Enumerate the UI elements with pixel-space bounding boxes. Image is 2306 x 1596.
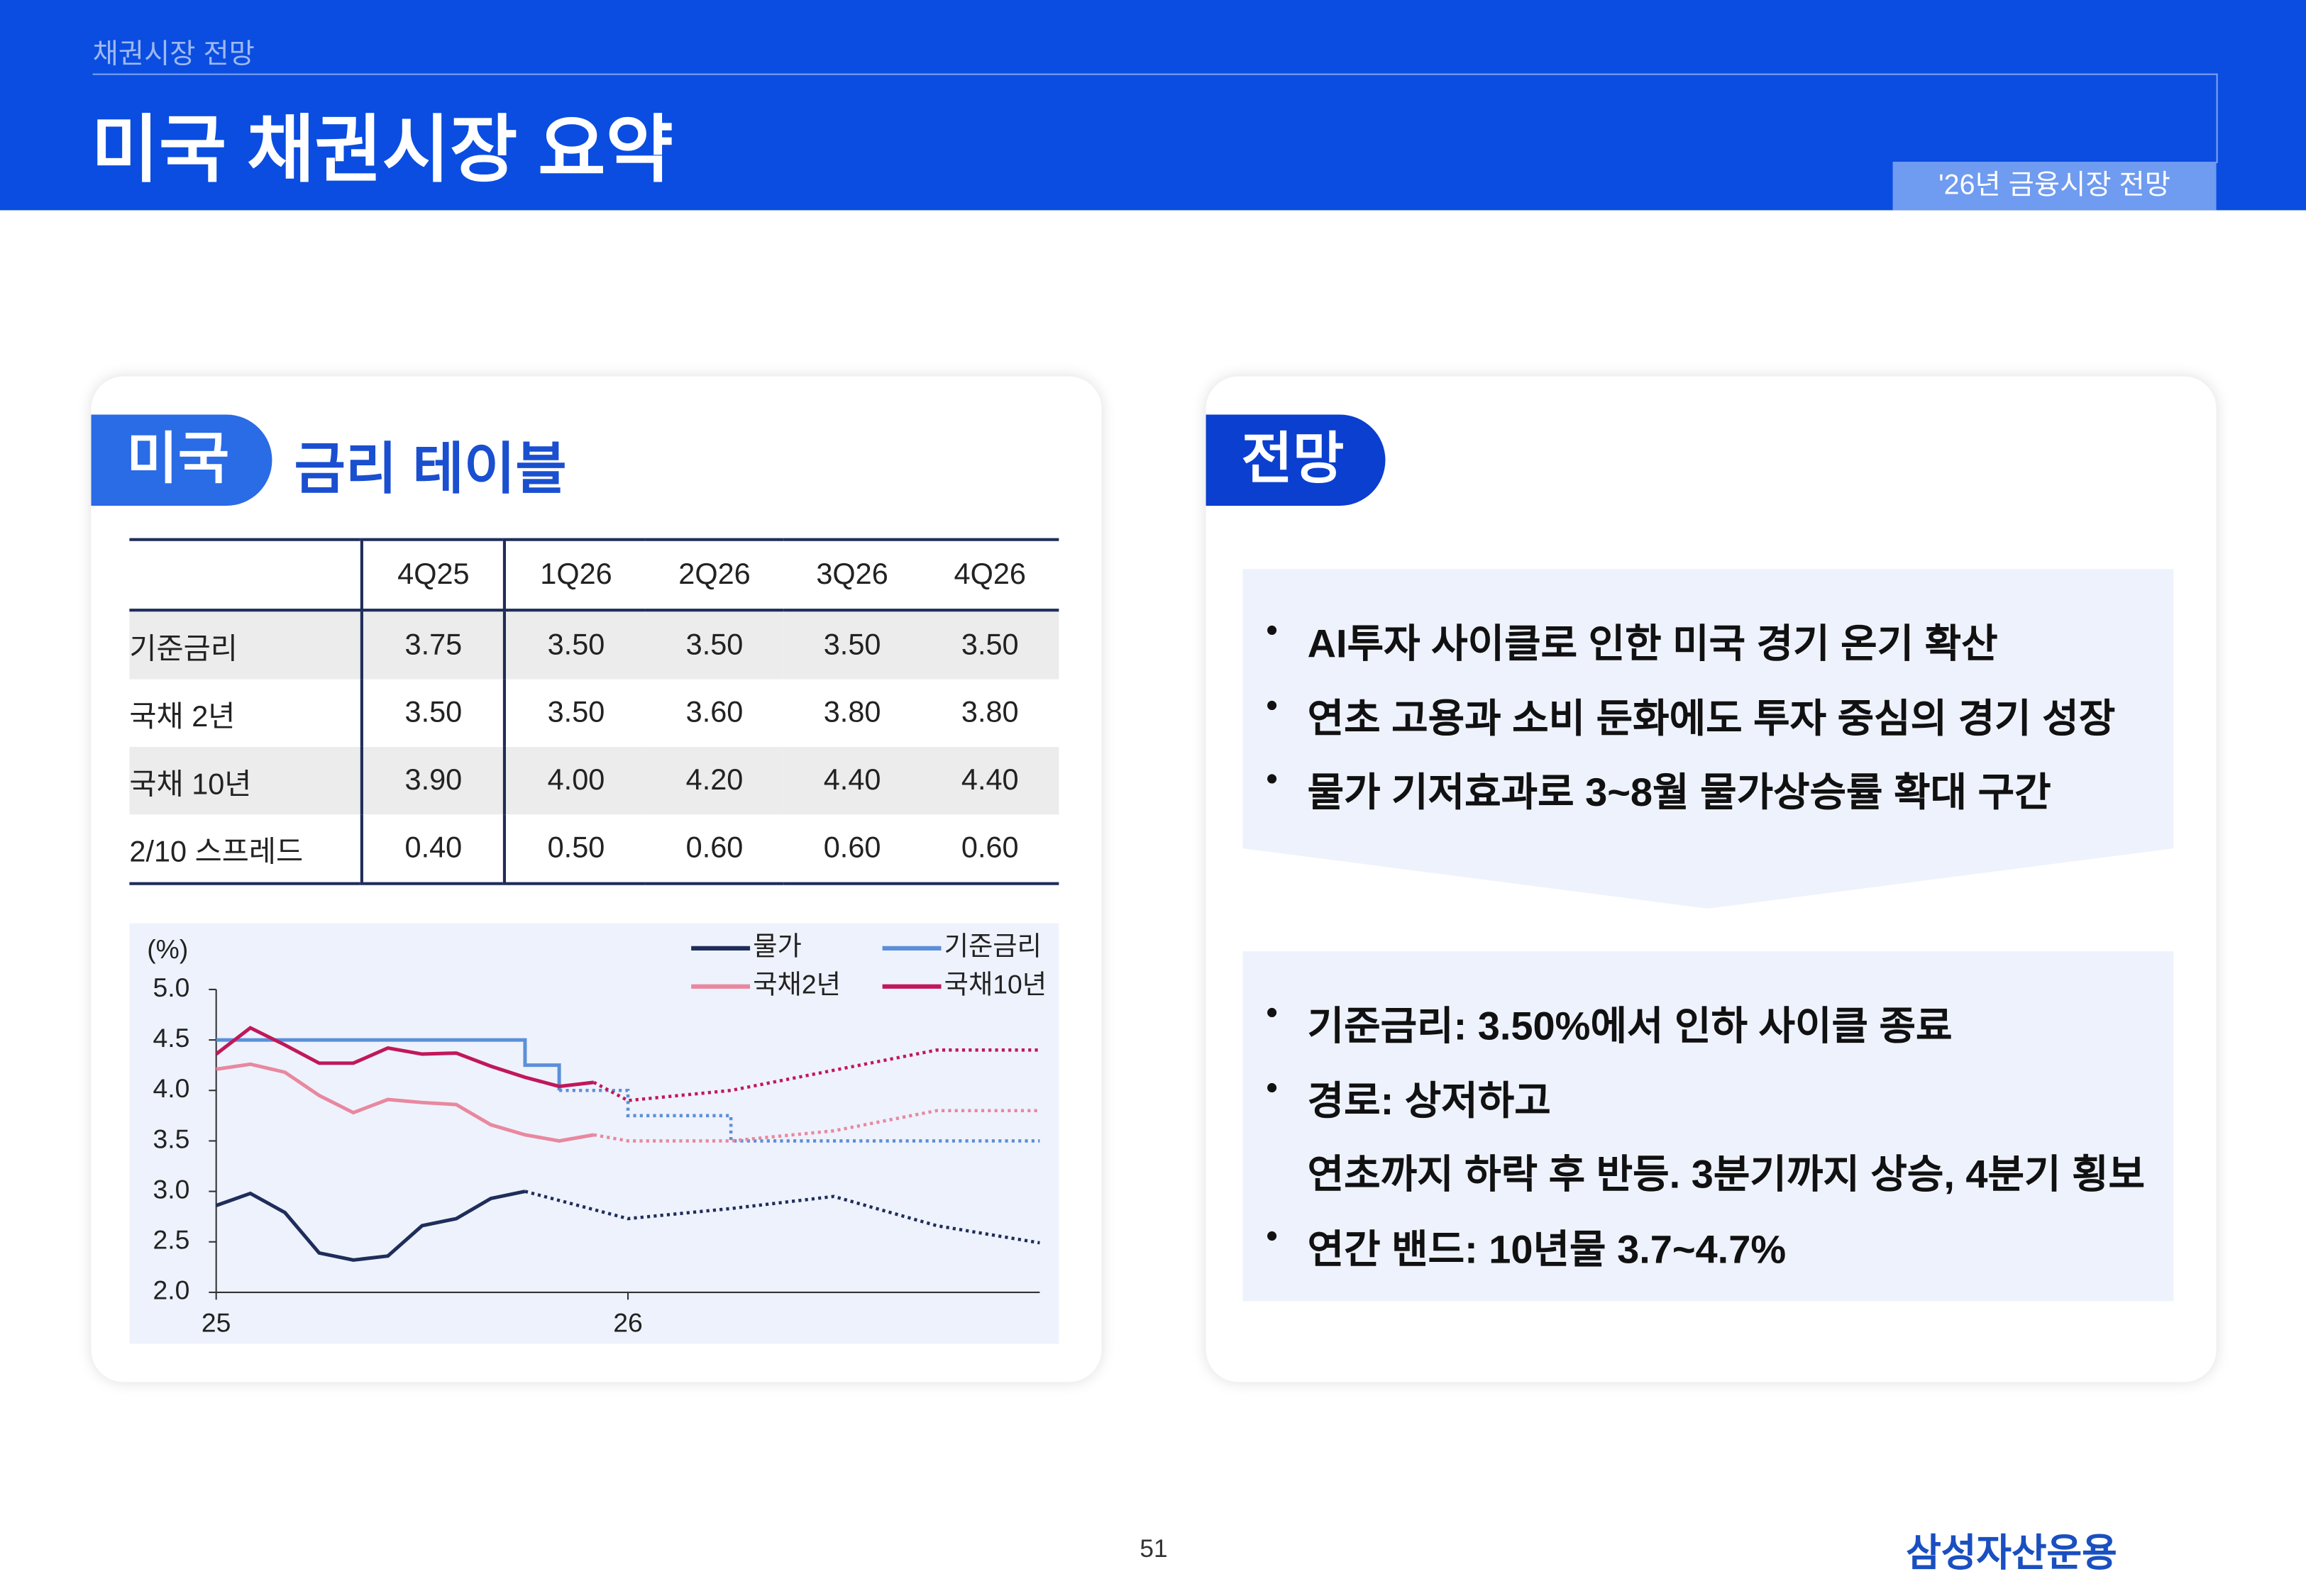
table-cell: 3.80 bbox=[823, 696, 881, 729]
y-tick-label: 3.5 bbox=[153, 1124, 190, 1153]
series-line bbox=[215, 1190, 526, 1262]
row-label: 기준금리 bbox=[129, 610, 363, 680]
legend-label: 국채2년 bbox=[753, 970, 841, 999]
table-cell: 3.50 bbox=[645, 610, 784, 680]
y-tick-label: 4.0 bbox=[153, 1073, 190, 1103]
card-title: 금리 테이블 bbox=[294, 439, 567, 501]
detail-sub: 연초까지 하락 후 반등. 3분기까지 상승, 4분기 횡보 bbox=[1307, 1152, 2146, 1197]
brand: 삼성자산운용 bbox=[1906, 1530, 2117, 1575]
y-tick-label: 3.0 bbox=[153, 1174, 190, 1204]
table-cell: 3.50 bbox=[921, 610, 1059, 680]
column-header: 1Q26 bbox=[504, 539, 646, 612]
table-cell: 3.80 bbox=[961, 696, 1019, 729]
summary-item: AI투자 사이클로 인한 미국 경기 온기 확산 bbox=[1267, 611, 1998, 669]
table-cell: 0.60 bbox=[961, 831, 1019, 864]
table-cell: 3.75 bbox=[361, 610, 507, 680]
table-cell: 3.60 bbox=[685, 696, 744, 729]
table-cell: 4.20 bbox=[645, 746, 784, 815]
table-cell: 3.50 bbox=[783, 610, 922, 680]
summary-item: 물가 기저효과로 3~8월 물가상승률 확대 구간 bbox=[1267, 760, 2051, 818]
header-tag: '26년 금융시장 전망 bbox=[1892, 161, 2217, 211]
table-cell: 0.60 bbox=[823, 831, 881, 864]
series-line bbox=[216, 1038, 561, 1091]
series-line bbox=[216, 1062, 595, 1143]
forecast-line bbox=[559, 1088, 1040, 1143]
table-row: 2/10 스프레드 0.40 0.50 0.60 0.60 0.60 bbox=[129, 814, 1059, 884]
section-label: 채권시장 전망 bbox=[92, 39, 255, 71]
summary-item: 연초 고용과 소비 둔화에도 투자 중심의 경기 성장 bbox=[1267, 686, 2116, 743]
table-row: 기준금리 3.75 3.50 3.50 3.50 3.50 bbox=[129, 610, 1059, 680]
header-row: 4Q25 1Q26 2Q26 3Q26 4Q26 bbox=[129, 539, 1059, 612]
forecast-line bbox=[593, 1109, 1040, 1143]
row-label: 국채 2년 bbox=[129, 679, 363, 747]
legend-label: 국채10년 bbox=[944, 970, 1047, 999]
y-tick-label: 2.5 bbox=[153, 1225, 190, 1255]
rate-table: 4Q25 1Q26 2Q26 3Q26 4Q26 기준금리 3.75 3.50 3.50 3.50… bbox=[129, 538, 1059, 885]
page-number: 51 bbox=[1140, 1534, 1168, 1563]
table-cell: 4.40 bbox=[921, 746, 1059, 815]
x-tick-label: 25 bbox=[202, 1307, 231, 1337]
x-tick-label: 26 bbox=[613, 1307, 642, 1337]
column-header: 4Q25 bbox=[361, 539, 507, 612]
row-label: 2/10 스프레드 bbox=[129, 814, 363, 884]
table-cell: 3.50 bbox=[547, 696, 605, 729]
detail-item: 기준금리: 3.50%에서 인하 사이클 종료 bbox=[1267, 994, 1953, 1051]
forecast-line bbox=[592, 1048, 1040, 1102]
table-cell: 0.50 bbox=[547, 831, 605, 864]
table-row: 국채 10년 3.90 4.00 4.20 4.40 4.40 bbox=[129, 746, 1059, 815]
table-cell: 0.40 bbox=[361, 814, 507, 884]
table-cell: 3.50 bbox=[361, 679, 507, 747]
column-header: 4Q26 bbox=[921, 539, 1059, 612]
card-badge: 미국 bbox=[91, 414, 272, 506]
y-tick-label: 4.5 bbox=[153, 1023, 190, 1053]
column-header: 2Q26 bbox=[645, 539, 784, 612]
corner-cell bbox=[129, 539, 363, 612]
row-label: 국채 10년 bbox=[129, 746, 363, 815]
detail-item: 연간 밴드: 10년물 3.7~4.7% bbox=[1267, 1217, 1787, 1274]
header-frame bbox=[92, 73, 2218, 164]
legend-label: 물가 bbox=[753, 931, 802, 961]
table-cell: 0.60 bbox=[685, 831, 744, 864]
table-cell: 4.40 bbox=[783, 746, 922, 815]
forecast-line bbox=[524, 1190, 1040, 1245]
y-tick-label: 5.0 bbox=[153, 972, 190, 1002]
table-row: 국채 2년 3.50 3.50 3.60 3.80 3.80 bbox=[129, 679, 1059, 747]
detail-item: 경로: 상저하고 bbox=[1267, 1068, 1551, 1126]
series-line bbox=[215, 1026, 595, 1089]
y-tick-label: 2.0 bbox=[153, 1275, 190, 1305]
table-cell: 3.50 bbox=[504, 610, 646, 680]
slide-title: 미국 채권시장 요약 bbox=[91, 109, 673, 192]
table-cell: 3.90 bbox=[361, 746, 507, 815]
y-axis-label: (%) bbox=[147, 934, 188, 964]
legend-label: 기준금리 bbox=[944, 931, 1042, 961]
card-badge: 전망 bbox=[1206, 414, 1386, 506]
column-header: 3Q26 bbox=[783, 539, 922, 612]
table-cell: 4.00 bbox=[504, 746, 646, 815]
